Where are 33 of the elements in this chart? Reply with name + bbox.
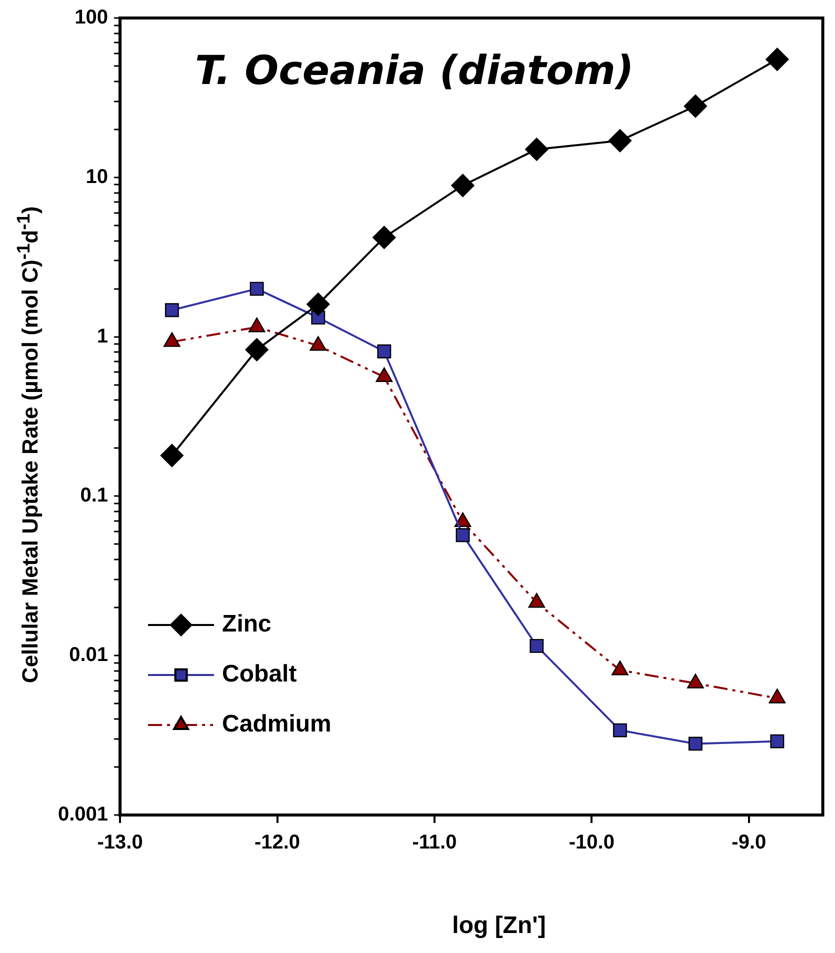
point xyxy=(608,129,632,152)
legend-label: Cobalt xyxy=(222,660,297,688)
point xyxy=(377,344,392,358)
y-tick-label: 10 xyxy=(86,166,108,188)
x-tick-label: -10.0 xyxy=(568,832,614,854)
y-tick-label: 1 xyxy=(96,325,108,348)
point xyxy=(164,303,179,318)
point xyxy=(451,174,474,198)
x-tick-label: -12.0 xyxy=(254,832,300,854)
text: T. Oceania (diatom) xyxy=(195,48,634,94)
point xyxy=(160,444,184,468)
point xyxy=(372,226,396,250)
point xyxy=(688,736,702,751)
point xyxy=(766,48,789,71)
point xyxy=(456,528,470,542)
x-axis-title: log [Zn'] xyxy=(451,912,547,940)
y-tick-label: 0.01 xyxy=(69,644,108,666)
y-tick-label: 0.1 xyxy=(80,484,108,507)
point xyxy=(525,138,548,161)
point xyxy=(306,292,330,316)
legend-label: Cadmium xyxy=(222,710,332,738)
point xyxy=(613,723,627,738)
point xyxy=(770,734,784,748)
x-tick-label: -11.0 xyxy=(412,832,457,854)
point xyxy=(245,338,268,362)
point xyxy=(250,282,264,296)
y-tick-label: 0.001 xyxy=(58,804,108,826)
point xyxy=(530,638,544,653)
x-tick-label: -9.0 xyxy=(732,832,766,854)
point xyxy=(684,94,708,118)
legend-label: Zinc xyxy=(222,610,272,638)
x-tick-label: -13.0 xyxy=(97,832,143,854)
y-tick-label: 100 xyxy=(74,6,108,29)
